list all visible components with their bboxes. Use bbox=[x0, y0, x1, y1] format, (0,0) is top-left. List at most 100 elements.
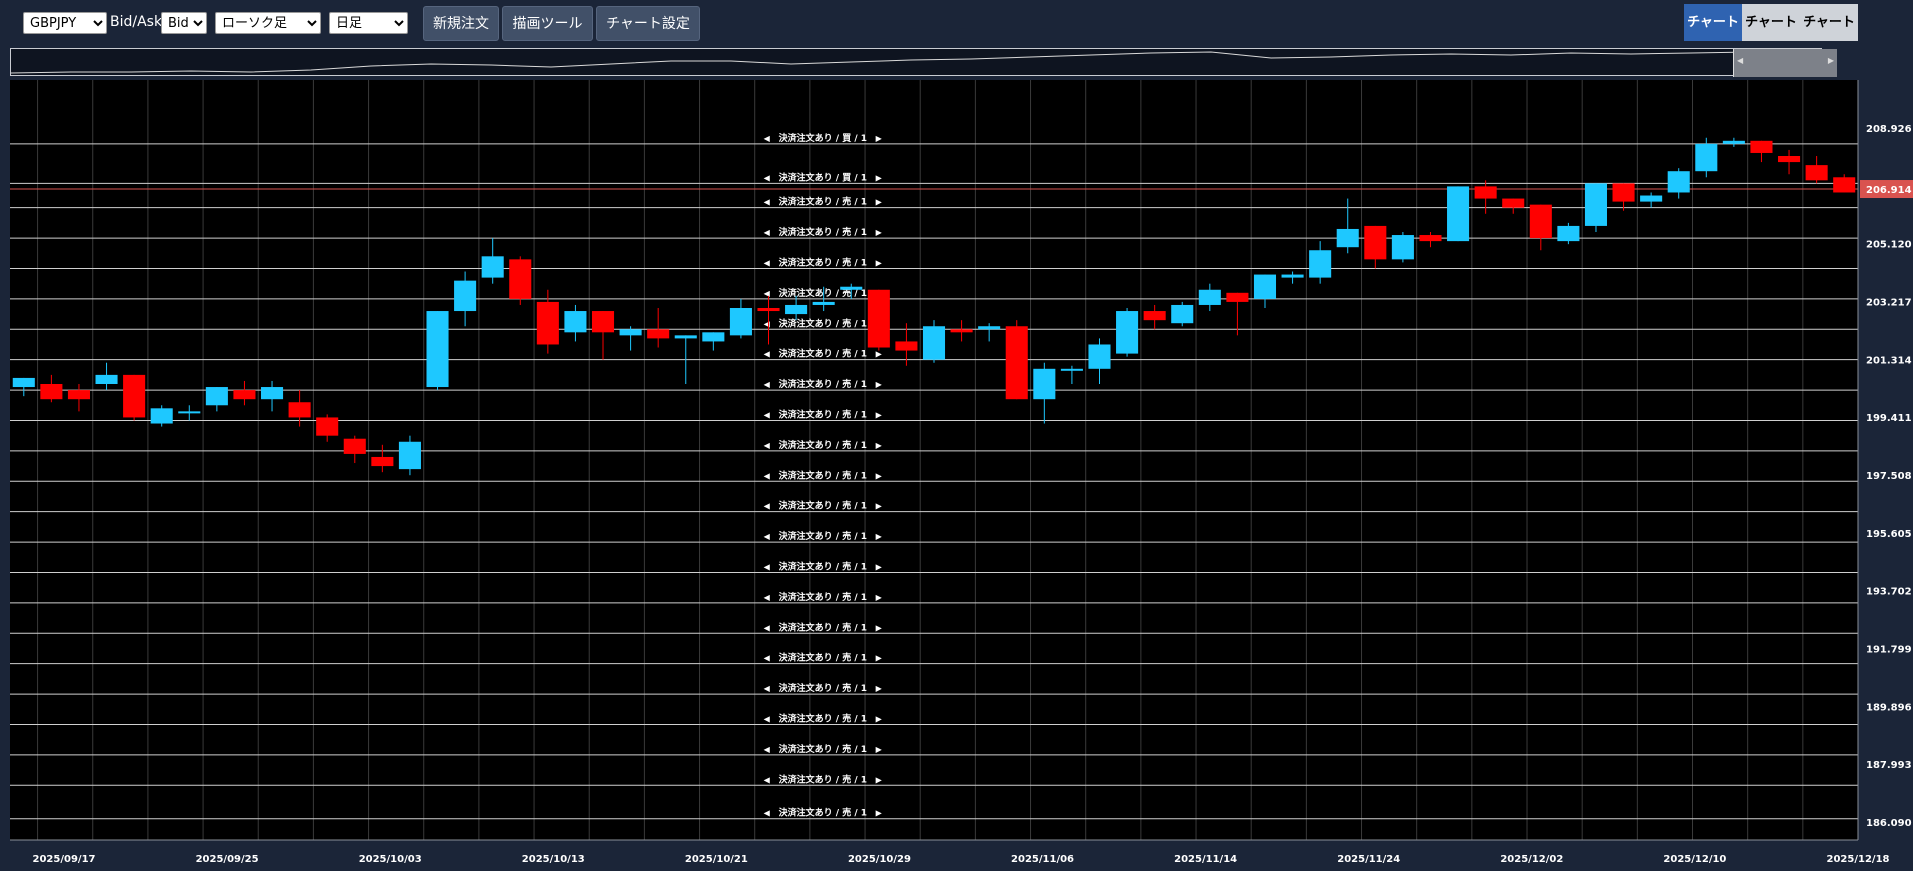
order-line-arrow-left-icon: ◀ bbox=[764, 173, 771, 182]
bidask-select[interactable]: Bid bbox=[161, 12, 207, 34]
candle-body bbox=[509, 259, 532, 299]
candle-body bbox=[178, 411, 201, 414]
order-line-arrow-left-icon: ◀ bbox=[764, 441, 771, 450]
order-line-arrow-right-icon: ▶ bbox=[876, 654, 883, 663]
tab-chart-1[interactable]: チャート1 bbox=[1684, 4, 1742, 67]
x-tick-label: 2025/12/02 bbox=[1500, 854, 1563, 865]
candle-body bbox=[647, 329, 670, 339]
candle-body bbox=[1116, 311, 1139, 354]
chart-navigator[interactable]: ◀ ▶ bbox=[10, 48, 1837, 77]
order-line-label: 決済注文あり / 売 / 1 bbox=[779, 712, 867, 724]
candle-body bbox=[1584, 183, 1608, 226]
y-tick-label: 189.896 bbox=[1866, 702, 1912, 713]
navigator-overview-line bbox=[11, 50, 1812, 74]
candle-body bbox=[1226, 292, 1249, 302]
order-line-label: 決済注文あり / 売 / 1 bbox=[779, 378, 867, 390]
candle-body bbox=[922, 326, 946, 360]
candlestick-chart[interactable]: ◀ ▶ 決済注文あり / 買 / 1 ◀ ▶ 決済注文あり / 買 / 1 ◀ ▶ 決済注文あり… bbox=[0, 80, 1913, 867]
bidask-label: Bid/Ask bbox=[110, 14, 163, 30]
candle-body bbox=[1750, 140, 1773, 153]
candle-body bbox=[481, 256, 504, 278]
order-line-label: 決済注文あり / 売 / 1 bbox=[779, 682, 867, 694]
order-line-arrow-right-icon: ▶ bbox=[876, 258, 883, 267]
drawing-tool-button[interactable]: 描画ツール bbox=[502, 6, 593, 41]
candle-body bbox=[1060, 368, 1083, 371]
x-tick-label: 2025/09/25 bbox=[196, 854, 259, 865]
order-line-arrow-right-icon: ▶ bbox=[876, 623, 883, 632]
order-line-arrow-left-icon: ◀ bbox=[764, 745, 771, 754]
candle-body bbox=[1447, 186, 1470, 242]
order-line-label: 決済注文あり / 売 / 1 bbox=[779, 287, 867, 299]
order-line-arrow-left-icon: ◀ bbox=[764, 593, 771, 602]
candle-body bbox=[895, 341, 918, 351]
y-tick-label: 197.508 bbox=[1866, 471, 1912, 482]
current-price-marker bbox=[1860, 180, 1913, 199]
candle-body bbox=[591, 311, 615, 333]
navigator-right-arrow-icon[interactable]: ▶ bbox=[1827, 56, 1834, 65]
timeframe-select[interactable]: 日足 bbox=[329, 12, 408, 34]
y-tick-label: 186.090 bbox=[1866, 818, 1912, 829]
order-line-arrow-right-icon: ▶ bbox=[876, 562, 883, 571]
order-line-arrow-left-icon: ◀ bbox=[764, 714, 771, 723]
candle-body bbox=[1336, 228, 1359, 248]
order-line-label: 決済注文あり / 売 / 1 bbox=[779, 807, 867, 819]
order-line-label: 決済注文あり / 売 / 1 bbox=[779, 773, 867, 785]
candle-body bbox=[205, 387, 228, 406]
x-tick-label: 2025/10/03 bbox=[359, 854, 422, 865]
x-tick-label: 2025/11/06 bbox=[1011, 854, 1074, 865]
candle-body bbox=[1612, 183, 1635, 202]
x-tick-label: 2025/10/13 bbox=[522, 854, 585, 865]
order-line-label: 決済注文あり / 売 / 1 bbox=[779, 743, 867, 755]
order-line-arrow-right-icon: ▶ bbox=[876, 502, 883, 511]
candle-body bbox=[674, 335, 697, 339]
candle-body bbox=[1033, 368, 1056, 400]
order-line-label: 決済注文あり / 売 / 1 bbox=[779, 500, 867, 512]
candle-body bbox=[1722, 140, 1745, 144]
plot-background bbox=[10, 80, 1858, 840]
order-line-arrow-left-icon: ◀ bbox=[764, 319, 771, 328]
candle-body bbox=[1005, 326, 1028, 400]
candle-body bbox=[619, 329, 642, 336]
order-line-arrow-right-icon: ▶ bbox=[876, 714, 883, 723]
candle-body bbox=[40, 384, 63, 400]
tab-chart-3[interactable]: チャート3 bbox=[1800, 4, 1858, 67]
order-line-label: 決済注文あり / 売 / 1 bbox=[779, 226, 867, 238]
order-line-arrow-left-icon: ◀ bbox=[764, 471, 771, 480]
candle-body bbox=[1529, 204, 1552, 239]
y-tick-label: 208.926 bbox=[1866, 124, 1912, 135]
x-tick-label: 2025/10/21 bbox=[685, 854, 748, 865]
order-line-arrow-left-icon: ◀ bbox=[764, 134, 771, 143]
order-line-arrow-right-icon: ▶ bbox=[876, 809, 883, 818]
navigator-left-arrow-icon[interactable]: ◀ bbox=[1737, 56, 1744, 65]
candle-body bbox=[1281, 274, 1304, 278]
x-tick-label: 2025/09/17 bbox=[33, 854, 96, 865]
tab-chart-2[interactable]: チャート2 bbox=[1742, 4, 1800, 67]
candle-body bbox=[702, 332, 725, 342]
price-chart[interactable]: ◀ ▶ 決済注文あり / 買 / 1 ◀ ▶ 決済注文あり / 買 / 1 ◀ ▶ 決済注文あり… bbox=[0, 80, 1913, 867]
order-line-arrow-right-icon: ▶ bbox=[876, 380, 883, 389]
order-line-label: 決済注文あり / 売 / 1 bbox=[779, 196, 867, 208]
order-line-arrow-left-icon: ◀ bbox=[764, 623, 771, 632]
candle-body bbox=[1419, 235, 1442, 242]
candle-body bbox=[978, 326, 1001, 330]
candle-body bbox=[1695, 143, 1718, 172]
candle-body bbox=[1171, 304, 1194, 324]
candle-body bbox=[95, 374, 118, 384]
candle-body bbox=[729, 308, 752, 336]
y-tick-label: 193.702 bbox=[1866, 587, 1912, 598]
chart-settings-button[interactable]: チャート設定 bbox=[596, 6, 700, 41]
candle-body bbox=[757, 308, 780, 312]
symbol-select[interactable]: GBPJPY bbox=[23, 12, 107, 34]
chart-type-select[interactable]: ローソク足 bbox=[215, 12, 321, 34]
order-line-arrow-left-icon: ◀ bbox=[764, 350, 771, 359]
new-order-button[interactable]: 新規注文 bbox=[423, 6, 499, 41]
order-line-arrow-right-icon: ▶ bbox=[876, 134, 883, 143]
y-tick-label: 199.411 bbox=[1866, 413, 1912, 424]
y-tick-label: 203.217 bbox=[1866, 297, 1912, 308]
order-line-arrow-right-icon: ▶ bbox=[876, 173, 883, 182]
navigator-handle[interactable]: ◀ ▶ bbox=[1733, 49, 1837, 77]
x-tick-label: 2025/12/18 bbox=[1827, 854, 1890, 865]
current-price-label: 206.914 bbox=[1866, 185, 1912, 196]
candle-body bbox=[1502, 198, 1525, 208]
order-line-arrow-left-icon: ◀ bbox=[764, 775, 771, 784]
